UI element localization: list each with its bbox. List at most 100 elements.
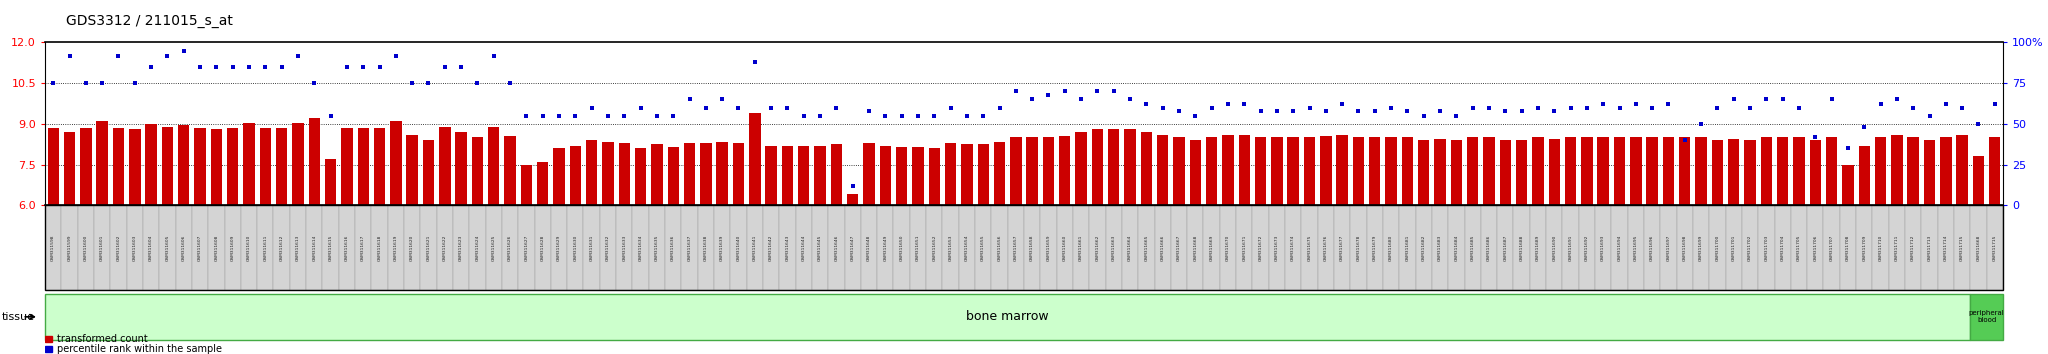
Bar [1141, 132, 1153, 205]
Bar [61, 205, 78, 290]
Point [412, 80, 444, 86]
Point [1946, 105, 1978, 110]
Bar [1321, 136, 1331, 205]
Bar [1317, 205, 1333, 290]
Bar [586, 140, 598, 205]
Bar [1124, 129, 1137, 205]
Bar [309, 119, 319, 205]
Text: GSM311616: GSM311616 [344, 235, 348, 261]
Bar [305, 205, 322, 290]
Text: GSM311637: GSM311637 [688, 235, 692, 261]
Point [461, 80, 494, 86]
Text: GSM311693: GSM311693 [1602, 235, 1606, 261]
Point [950, 113, 983, 119]
Point [1864, 102, 1896, 107]
Bar [750, 113, 760, 205]
Point [53, 53, 86, 58]
Point [1114, 97, 1147, 102]
Bar [1106, 205, 1122, 290]
Bar [1761, 137, 1772, 205]
Bar [1839, 205, 1855, 290]
Point [918, 113, 950, 119]
Point [723, 105, 756, 110]
Bar [864, 143, 874, 205]
Bar [1970, 294, 2003, 340]
Text: GSM311609: GSM311609 [231, 235, 236, 261]
Bar [1122, 205, 1139, 290]
Text: GSM311715: GSM311715 [1993, 235, 1997, 261]
Bar [748, 205, 764, 290]
Text: GSM311703: GSM311703 [1765, 235, 1767, 261]
Bar [698, 205, 715, 290]
Text: GSM311624: GSM311624 [475, 235, 479, 261]
Text: GSM311668: GSM311668 [1194, 235, 1198, 261]
Point [770, 105, 803, 110]
Text: GSM311633: GSM311633 [623, 235, 627, 261]
Text: bone marrow: bone marrow [967, 310, 1049, 323]
Point [217, 64, 250, 70]
Text: GSM311605: GSM311605 [166, 235, 170, 261]
Bar [1042, 137, 1055, 205]
Text: GSM311615: GSM311615 [328, 235, 332, 261]
Point [1130, 102, 1163, 107]
Point [1163, 108, 1196, 114]
Bar [1499, 140, 1511, 205]
Point [1212, 102, 1245, 107]
Text: GDS3312 / 211015_s_at: GDS3312 / 211015_s_at [66, 14, 231, 28]
Bar [1729, 139, 1739, 205]
Bar [358, 128, 369, 205]
Bar [1872, 205, 1888, 290]
Bar [1024, 205, 1040, 290]
Bar [569, 145, 582, 205]
Text: GSM311644: GSM311644 [801, 235, 805, 261]
Bar [1907, 137, 1919, 205]
Bar [1921, 205, 1937, 290]
Bar [1937, 205, 1954, 290]
Bar [682, 205, 698, 290]
Bar [860, 205, 877, 290]
Point [1260, 108, 1292, 114]
Text: GSM311679: GSM311679 [1372, 235, 1376, 261]
Text: GSM311671: GSM311671 [1243, 235, 1247, 261]
Bar [276, 128, 287, 205]
Bar [1415, 205, 1432, 290]
Bar [1970, 205, 1987, 290]
Text: GSM311650: GSM311650 [899, 235, 903, 261]
Bar [338, 205, 354, 290]
Bar [504, 136, 516, 205]
Bar [1628, 205, 1645, 290]
Text: GSM311623: GSM311623 [459, 235, 463, 261]
Point [201, 64, 233, 70]
Text: GSM311613: GSM311613 [297, 235, 299, 261]
Text: GSM311665: GSM311665 [1145, 235, 1149, 261]
Bar [1778, 137, 1788, 205]
Bar [1579, 205, 1595, 290]
Text: GSM311660: GSM311660 [1063, 235, 1067, 261]
Bar [1790, 205, 1806, 290]
Point [119, 80, 152, 86]
Point [1374, 105, 1407, 110]
Point [756, 105, 788, 110]
Point [1669, 137, 1702, 143]
Bar [1888, 205, 1905, 290]
Text: GSM311608: GSM311608 [215, 235, 219, 261]
Text: GSM311655: GSM311655 [981, 234, 985, 261]
Text: GSM311713: GSM311713 [1927, 235, 1931, 261]
Point [1735, 105, 1767, 110]
Bar [96, 121, 109, 205]
Bar [293, 122, 303, 205]
Bar [420, 205, 436, 290]
Bar [649, 205, 666, 290]
Bar [1272, 137, 1282, 205]
Text: GSM311684: GSM311684 [1454, 235, 1458, 261]
Bar [209, 205, 225, 290]
Bar [1954, 205, 1970, 290]
Text: GSM311686: GSM311686 [1487, 235, 1491, 261]
Bar [1057, 205, 1073, 290]
Bar [1516, 140, 1528, 205]
Bar [1532, 137, 1544, 205]
Point [901, 113, 934, 119]
Bar [371, 205, 387, 290]
Bar [1923, 140, 1935, 205]
Bar [942, 205, 958, 290]
